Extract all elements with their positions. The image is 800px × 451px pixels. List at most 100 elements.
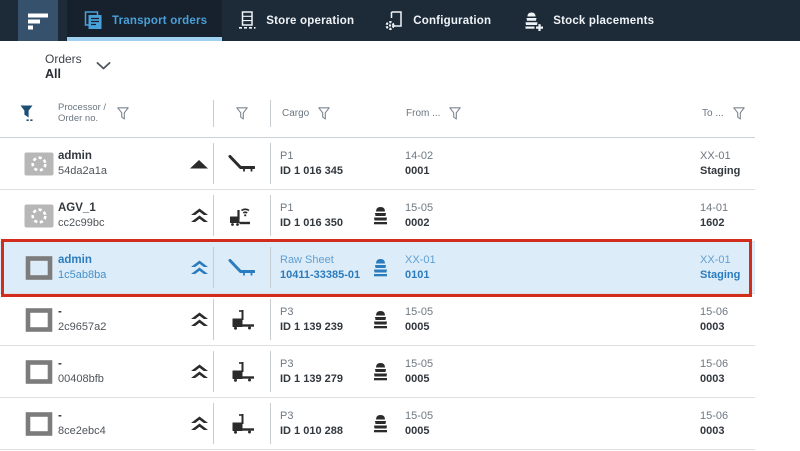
- funnel-outline-icon[interactable]: [449, 107, 462, 120]
- single-chevron-up-icon: [189, 159, 209, 169]
- sheet-cart-icon: [228, 258, 255, 277]
- funnel-outline-icon[interactable]: [732, 107, 745, 120]
- priority-cell: [185, 260, 213, 275]
- from-area: XX-01: [405, 253, 436, 266]
- order-number: 54da2a1a: [58, 164, 107, 177]
- table-row[interactable]: - 8ce2ebc4 P3 ID 1 010 288 15-05 0005 15-06 000…: [0, 398, 755, 450]
- processor-name: -: [58, 409, 62, 422]
- to-cell: XX-01 Staging: [690, 253, 755, 283]
- pallet-truck-icon: [229, 361, 255, 382]
- double-chevron-up-icon: [190, 208, 209, 223]
- from-slot: 0101: [405, 268, 430, 281]
- cargo-type: Raw Sheet: [280, 253, 334, 266]
- to-cell: 15-06 0003: [690, 305, 755, 335]
- from-slot: 0005: [405, 424, 430, 437]
- table-row[interactable]: - 00408bfb P3 ID 1 139 279 15-05 0005 15-06 000…: [0, 346, 755, 398]
- processor-name: -: [58, 357, 62, 370]
- cargo-type-cell: [213, 361, 270, 382]
- stack-cell: [360, 310, 400, 329]
- processor-cell: admin 1c5ab8ba: [56, 253, 185, 283]
- processor-cell: - 00408bfb: [56, 357, 185, 387]
- nav-tabs: Transport orders Store operation Configura…: [67, 0, 669, 41]
- cargo-id: ID 1 016 345: [280, 164, 343, 177]
- order-number: 8ce2ebc4: [58, 424, 106, 437]
- stack-cell: [360, 362, 400, 381]
- column-divider: [270, 100, 271, 127]
- tab-transport-orders[interactable]: Transport orders: [67, 0, 223, 41]
- funnel-filled-icon: [20, 105, 35, 122]
- from-area: 15-05: [405, 357, 434, 370]
- cargo-cell: P3 ID 1 139 239: [270, 305, 360, 335]
- cargo-cell: P3 ID 1 010 288: [270, 409, 360, 439]
- priority-cell: [185, 312, 213, 327]
- cargo-type-cell: [213, 309, 270, 330]
- cargo-type-cell: [213, 258, 270, 277]
- to-area: XX-01: [700, 253, 731, 266]
- stack-icon: [369, 258, 392, 277]
- funnel-outline-icon: [236, 107, 248, 120]
- cargo-id: ID 1 139 239: [280, 320, 343, 333]
- from-slot: 0005: [405, 372, 430, 385]
- tab-store-operation[interactable]: Store operation: [222, 0, 369, 41]
- to-area: 14-01: [700, 201, 729, 214]
- table-row[interactable]: admin 1c5ab8ba Raw Sheet 10411-33385-01 XX-0…: [0, 242, 755, 294]
- square-status-icon: [24, 359, 54, 384]
- order-number: 1c5ab8ba: [58, 268, 107, 281]
- tab-stock-placements[interactable]: Stock placements: [506, 0, 669, 41]
- cargo-type: P1: [280, 149, 294, 162]
- cargo-type-cell: [213, 205, 270, 226]
- from-slot: 0002: [405, 216, 430, 229]
- table-header-row: Processor / Order no. Cargo From ... To …: [0, 92, 755, 138]
- table-row[interactable]: - 2c9657a2 P3 ID 1 139 239 15-05 0005 15-06 000…: [0, 294, 755, 346]
- from-cell: XX-01 0101: [400, 253, 690, 283]
- column-divider: [213, 351, 214, 392]
- spinner-status-icon: [24, 152, 54, 176]
- cargo-id: ID 1 016 350: [280, 216, 343, 229]
- app-menu-button[interactable]: [18, 0, 58, 41]
- cargo-type: P1: [280, 201, 294, 214]
- to-cell: 15-06 0003: [690, 409, 755, 439]
- priority-cell: [185, 416, 213, 431]
- documents-stack-icon: [82, 11, 103, 30]
- stack-icon: [369, 310, 392, 329]
- cargo-type-filter-button[interactable]: [236, 107, 248, 120]
- priority-cell: [185, 364, 213, 379]
- funnel-outline-icon[interactable]: [318, 107, 330, 120]
- order-number: 00408bfb: [58, 372, 104, 385]
- cargo-type: P3: [280, 409, 294, 422]
- from-slot: 0001: [405, 164, 430, 177]
- applied-filters-button[interactable]: [20, 105, 35, 122]
- double-chevron-up-icon: [190, 416, 209, 431]
- column-header-from: From ...: [406, 107, 462, 120]
- column-divider: [270, 351, 271, 392]
- table-row[interactable]: AGV_1 cc2c99bc P1 ID 1 016 350 15-05 0002 14-0…: [0, 190, 755, 242]
- to-slot: Staging: [700, 164, 741, 177]
- to-slot: 0003: [700, 424, 725, 437]
- cargo-cell: P3 ID 1 139 279: [270, 357, 360, 387]
- sheet-cart-icon: [228, 154, 255, 173]
- order-status-cell: [0, 307, 56, 332]
- from-slot: 0005: [405, 320, 430, 333]
- cargo-cell: Raw Sheet 10411-33385-01: [270, 253, 360, 283]
- orders-filter-dropdown[interactable]: Orders All: [45, 52, 111, 82]
- funnel-outline-icon: [117, 107, 129, 120]
- orders-filter-label: Orders: [45, 52, 82, 66]
- to-cell: 14-01 1602: [690, 201, 755, 231]
- to-header-label: To ...: [702, 108, 724, 119]
- order-status-cell: [0, 359, 56, 384]
- to-area: XX-01: [700, 149, 731, 162]
- chevron-down-icon: [96, 62, 111, 70]
- column-divider: [213, 403, 214, 444]
- cargo-header-label: Cargo: [282, 108, 310, 119]
- column-divider: [270, 195, 271, 236]
- tab-configuration[interactable]: Configuration: [369, 0, 506, 41]
- processor-filter-button[interactable]: [117, 107, 129, 120]
- double-chevron-up-icon: [190, 364, 209, 379]
- from-area: 15-05: [405, 305, 434, 318]
- processor-name: admin: [58, 253, 92, 266]
- from-cell: 14-02 0001: [400, 149, 690, 179]
- column-divider: [213, 195, 214, 236]
- table-row[interactable]: admin 54da2a1a P1 ID 1 016 345 14-02 0001 XX-0…: [0, 138, 755, 190]
- cargo-cell: P1 ID 1 016 350: [270, 201, 360, 231]
- column-header-to: To ...: [702, 107, 745, 120]
